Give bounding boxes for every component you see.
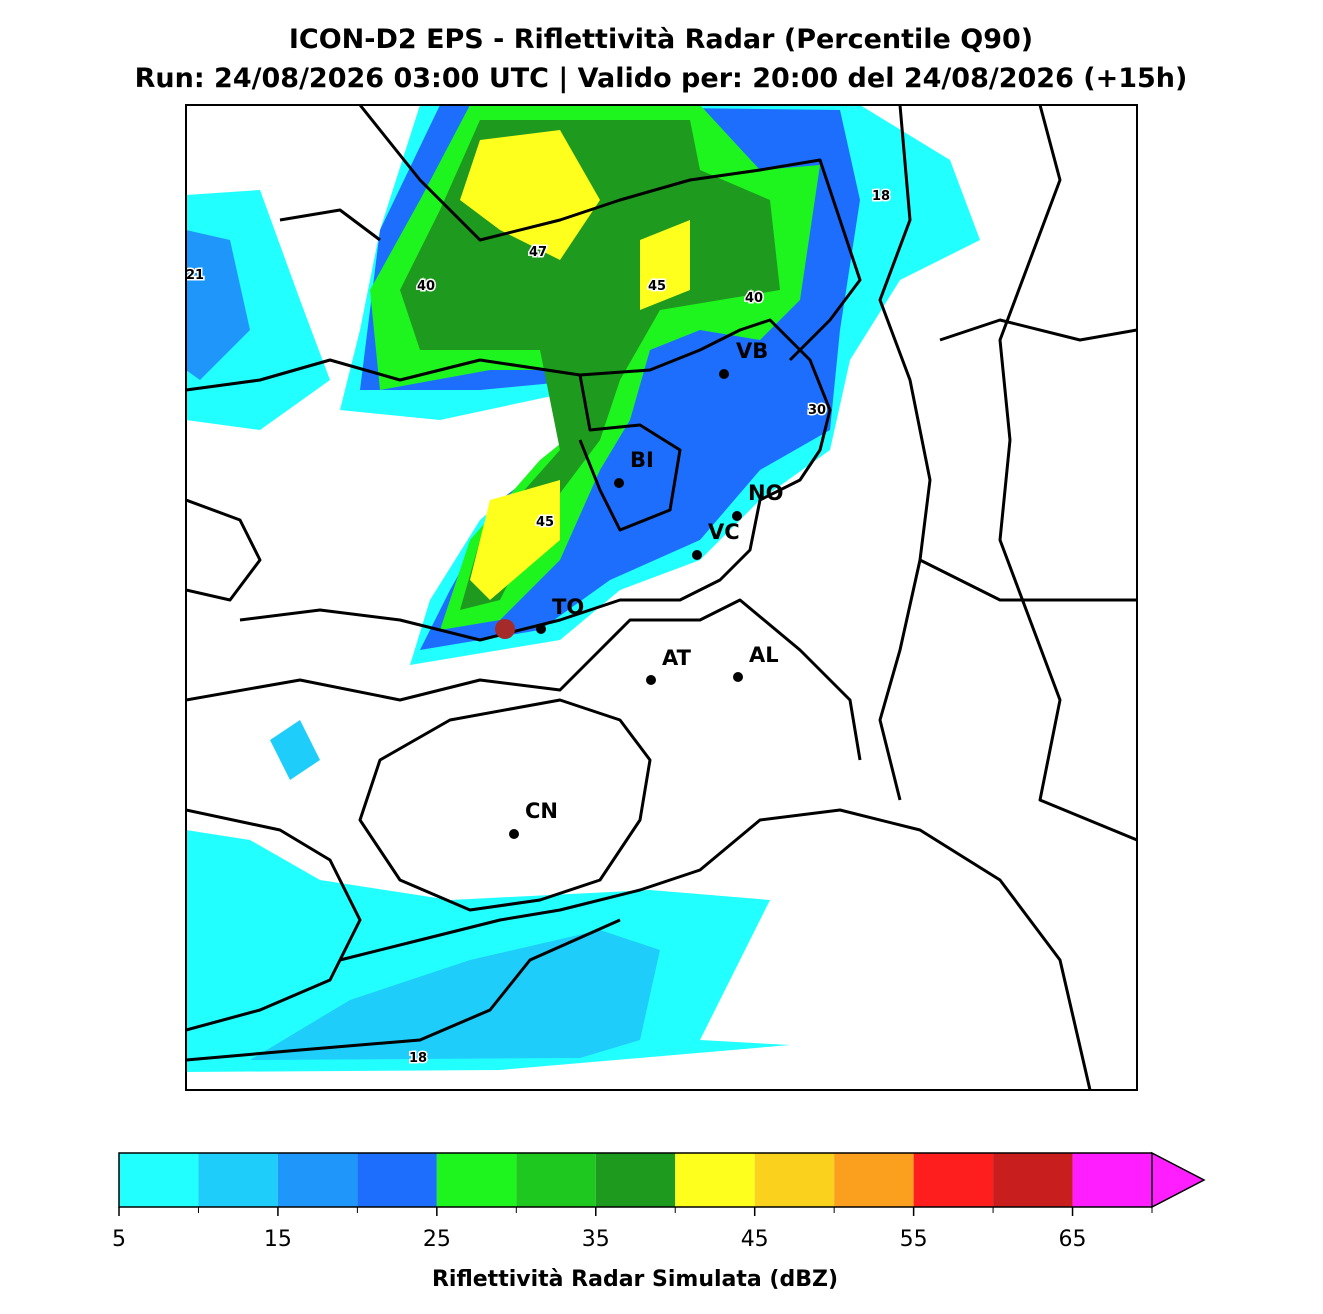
colorbar-segment xyxy=(1072,1153,1152,1207)
city-label: VC xyxy=(708,520,740,544)
tick-label: 45 xyxy=(741,1227,769,1252)
field xyxy=(186,230,250,380)
tick-label: 55 xyxy=(900,1227,928,1252)
tick-label: 5 xyxy=(112,1227,126,1252)
contour-label: 47 xyxy=(529,245,547,260)
colorbar-segment xyxy=(357,1153,437,1207)
field xyxy=(250,930,660,1060)
colorbar-segment xyxy=(754,1153,835,1207)
field xyxy=(270,720,320,780)
colorbar-segment xyxy=(595,1153,676,1207)
city-dot xyxy=(692,550,702,560)
colorbar-segment xyxy=(436,1153,517,1207)
city-dot xyxy=(536,624,546,634)
colorbar-frame xyxy=(118,1152,1152,1208)
colorbar-segment xyxy=(913,1153,994,1207)
city-dot xyxy=(732,511,742,521)
contour-label: 18 xyxy=(409,1051,427,1066)
city-label: AL xyxy=(749,643,779,667)
colorbar-segment xyxy=(277,1153,358,1207)
contour-label: 18 xyxy=(872,189,890,204)
city-dot xyxy=(719,369,729,379)
colorbar-segment xyxy=(516,1153,596,1207)
colorbar-extend xyxy=(1151,1151,1206,1209)
colorbar-label: Riflettività Radar Simulata (dBZ) xyxy=(432,1267,838,1292)
contour-label: 21 xyxy=(186,268,204,283)
colorbar-segment xyxy=(834,1153,914,1207)
contour-label: 45 xyxy=(648,279,666,294)
tick-label: 35 xyxy=(582,1227,610,1252)
field xyxy=(460,130,690,600)
map-frame xyxy=(185,104,1138,1091)
colorbar-segment xyxy=(993,1153,1073,1207)
contour-label: 40 xyxy=(417,279,435,294)
map-area: VB BI NO VC TO AT AL CN 18 21 40 47 45 4… xyxy=(186,105,1137,1090)
city-dot xyxy=(733,672,743,682)
city-dot xyxy=(614,478,624,488)
subtitle: Run: 24/08/2026 03:00 UTC | Valido per: … xyxy=(135,63,1188,94)
tick-label: 25 xyxy=(423,1227,451,1252)
city-dot xyxy=(646,675,656,685)
city-label: TO xyxy=(552,595,584,619)
colorbar-segment xyxy=(198,1153,278,1207)
title: ICON-D2 EPS - Riflettività Radar (Percen… xyxy=(289,24,1033,55)
contour-label: 30 xyxy=(808,403,826,418)
location-marker xyxy=(495,619,515,639)
city-label: VB xyxy=(736,339,768,363)
tick-label: 15 xyxy=(264,1227,292,1252)
contour-label: 45 xyxy=(536,515,554,530)
colorbar-segment xyxy=(119,1153,199,1207)
city-label: AT xyxy=(662,646,692,670)
city-label: BI xyxy=(630,448,654,472)
city-label: CN xyxy=(525,799,558,823)
city-label: NO xyxy=(748,481,783,505)
contour-label: 40 xyxy=(745,291,763,306)
tick-label: 65 xyxy=(1059,1227,1087,1252)
colorbar-segment xyxy=(675,1153,755,1207)
city-dot xyxy=(509,829,519,839)
